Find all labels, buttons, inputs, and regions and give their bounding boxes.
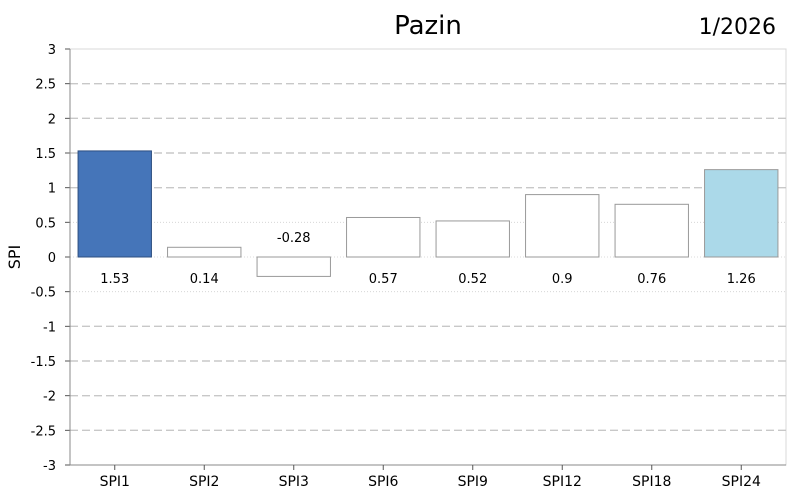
y-tick-label: 2 [48, 112, 56, 127]
data-label: 1.26 [727, 272, 756, 287]
data-label: 0.14 [190, 272, 219, 287]
y-tick-label: -3 [43, 459, 56, 474]
data-label: 0.76 [637, 272, 666, 287]
y-tick-label: 1 [48, 182, 56, 197]
y-tick-label: -0.5 [31, 286, 56, 301]
y-axis-label: SPI [5, 245, 24, 270]
x-tick-label: SPI12 [543, 474, 582, 490]
data-label: -0.28 [277, 231, 311, 246]
data-label: 0.57 [369, 272, 398, 287]
y-tick-label: 1.5 [35, 147, 56, 162]
bar-spi24 [704, 169, 779, 258]
x-tick-label: SPI24 [722, 474, 761, 490]
x-tick-label: SPI1 [100, 474, 130, 490]
data-label: 0.52 [458, 272, 487, 287]
y-tick-label: -2.5 [31, 424, 56, 439]
bar-spi12 [525, 194, 600, 258]
chart-title: Pazin [394, 11, 462, 41]
chart-date-label: 1/2026 [699, 15, 776, 40]
x-tick-label: SPI3 [279, 474, 309, 490]
data-label: 1.53 [100, 272, 129, 287]
y-tick-label: -1 [43, 320, 56, 335]
data-label: 0.9 [552, 272, 573, 287]
y-tick-label: 2.5 [35, 78, 56, 93]
bar-spi6 [346, 216, 421, 258]
tick-and-data-labels: 3 2.5 2 1.5 1 0.5 0 -0.5 -1 -1.5 -2 -2.5 -3 SPI1 1.53 S… [31, 43, 761, 490]
bar-spi3 [256, 256, 331, 277]
bar-spi2 [167, 246, 242, 258]
bar-spi1 [77, 150, 152, 258]
y-tick-label: 3 [48, 43, 56, 58]
bar-spi9 [435, 220, 510, 258]
x-tick-label: SPI18 [632, 474, 671, 490]
y-tick-label: -1.5 [31, 355, 56, 370]
axes [65, 48, 786, 470]
x-tick-label: SPI6 [368, 474, 398, 490]
x-tick-label: SPI9 [458, 474, 488, 490]
y-tick-label: 0.5 [35, 216, 56, 231]
bar-spi18 [614, 203, 689, 258]
x-tick-label: SPI2 [189, 474, 219, 490]
bars [77, 150, 779, 277]
y-tick-label: -2 [43, 390, 56, 405]
y-tick-label: 0 [48, 251, 56, 266]
